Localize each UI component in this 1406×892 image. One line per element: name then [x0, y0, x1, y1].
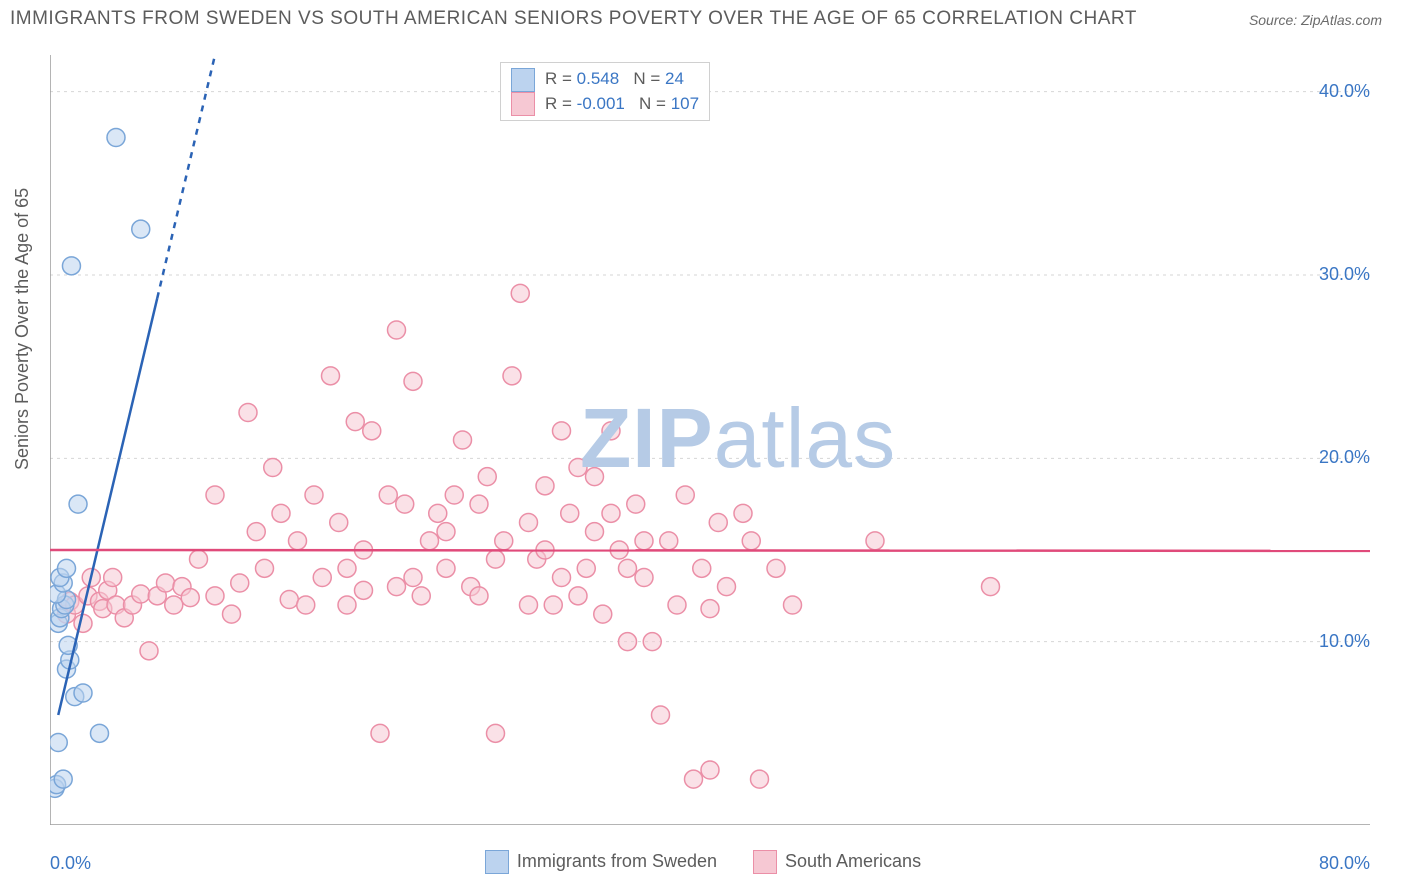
n-label: N = [625, 94, 671, 113]
correlation-legend: R = 0.548 N = 24R = -0.001 N = 107 [500, 62, 710, 121]
y-axis-label: Seniors Poverty Over the Age of 65 [12, 188, 33, 470]
correlation-row: R = -0.001 N = 107 [511, 92, 699, 117]
y-axis-tick: 30.0% [1319, 264, 1370, 285]
legend-item: Immigrants from Sweden [485, 850, 717, 874]
y-axis-tick: 40.0% [1319, 81, 1370, 102]
r-value: 0.548 [577, 69, 620, 88]
scatter-plot [50, 55, 1370, 825]
y-axis-tick: 20.0% [1319, 447, 1370, 468]
chart-title: IMMIGRANTS FROM SWEDEN VS SOUTH AMERICAN… [10, 8, 1137, 30]
legend-swatch [511, 92, 535, 116]
r-label: R = [545, 94, 577, 113]
legend-swatch [511, 68, 535, 92]
legend-label: South Americans [785, 851, 921, 871]
series-legend: Immigrants from Sweden South Americans [0, 850, 1406, 874]
y-axis-tick: 10.0% [1319, 631, 1370, 652]
legend-label: Immigrants from Sweden [517, 851, 717, 871]
r-value: -0.001 [577, 94, 625, 113]
n-value: 107 [671, 94, 699, 113]
r-label: R = [545, 69, 577, 88]
legend-swatch [753, 850, 777, 874]
correlation-row: R = 0.548 N = 24 [511, 67, 699, 92]
legend-swatch [485, 850, 509, 874]
n-value: 24 [665, 69, 684, 88]
n-label: N = [619, 69, 665, 88]
legend-item: South Americans [753, 850, 921, 874]
source-label: Source: ZipAtlas.com [1249, 12, 1382, 28]
